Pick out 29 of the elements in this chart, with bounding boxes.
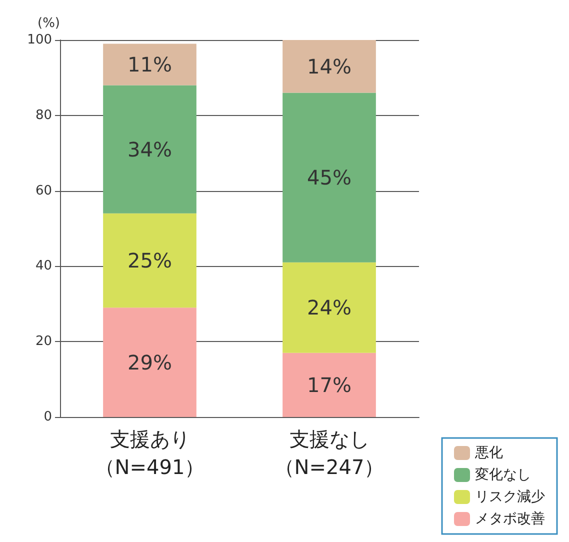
- bar: [282, 92, 376, 262]
- data-label: 34%: [128, 137, 172, 162]
- legend-label: 悪化: [474, 445, 503, 461]
- legend-label: リスク減少: [475, 489, 545, 505]
- legend-label: メタボ改善: [475, 510, 545, 527]
- data-label: 29%: [128, 350, 172, 374]
- y-tick-label: 60: [35, 183, 52, 198]
- x-tick-label: 支援あり（N=491）: [94, 427, 205, 479]
- y-axis-title: (%): [38, 16, 60, 31]
- bar: [282, 262, 376, 353]
- data-label: 11%: [128, 52, 172, 77]
- bar: [282, 40, 376, 93]
- y-tick-label: 20: [35, 334, 52, 350]
- data-label: 45%: [307, 166, 352, 190]
- bar: [282, 352, 376, 417]
- data-label: 24%: [307, 296, 352, 320]
- data-label: 14%: [307, 54, 352, 78]
- bar: [103, 85, 196, 214]
- y-tick-label: 40: [35, 258, 52, 274]
- y-tick-label: 80: [35, 108, 52, 123]
- x-tick-label: 支援なし（N=247）: [274, 427, 384, 479]
- data-label: 25%: [128, 248, 172, 273]
- bar: [103, 308, 196, 417]
- y-tick-label: 0: [44, 410, 52, 424]
- legend-label: 変化なし: [475, 467, 531, 483]
- y-tick-label: 100: [27, 32, 52, 48]
- bar: [103, 44, 196, 86]
- data-label: 17%: [307, 372, 352, 397]
- bar: [103, 213, 196, 308]
